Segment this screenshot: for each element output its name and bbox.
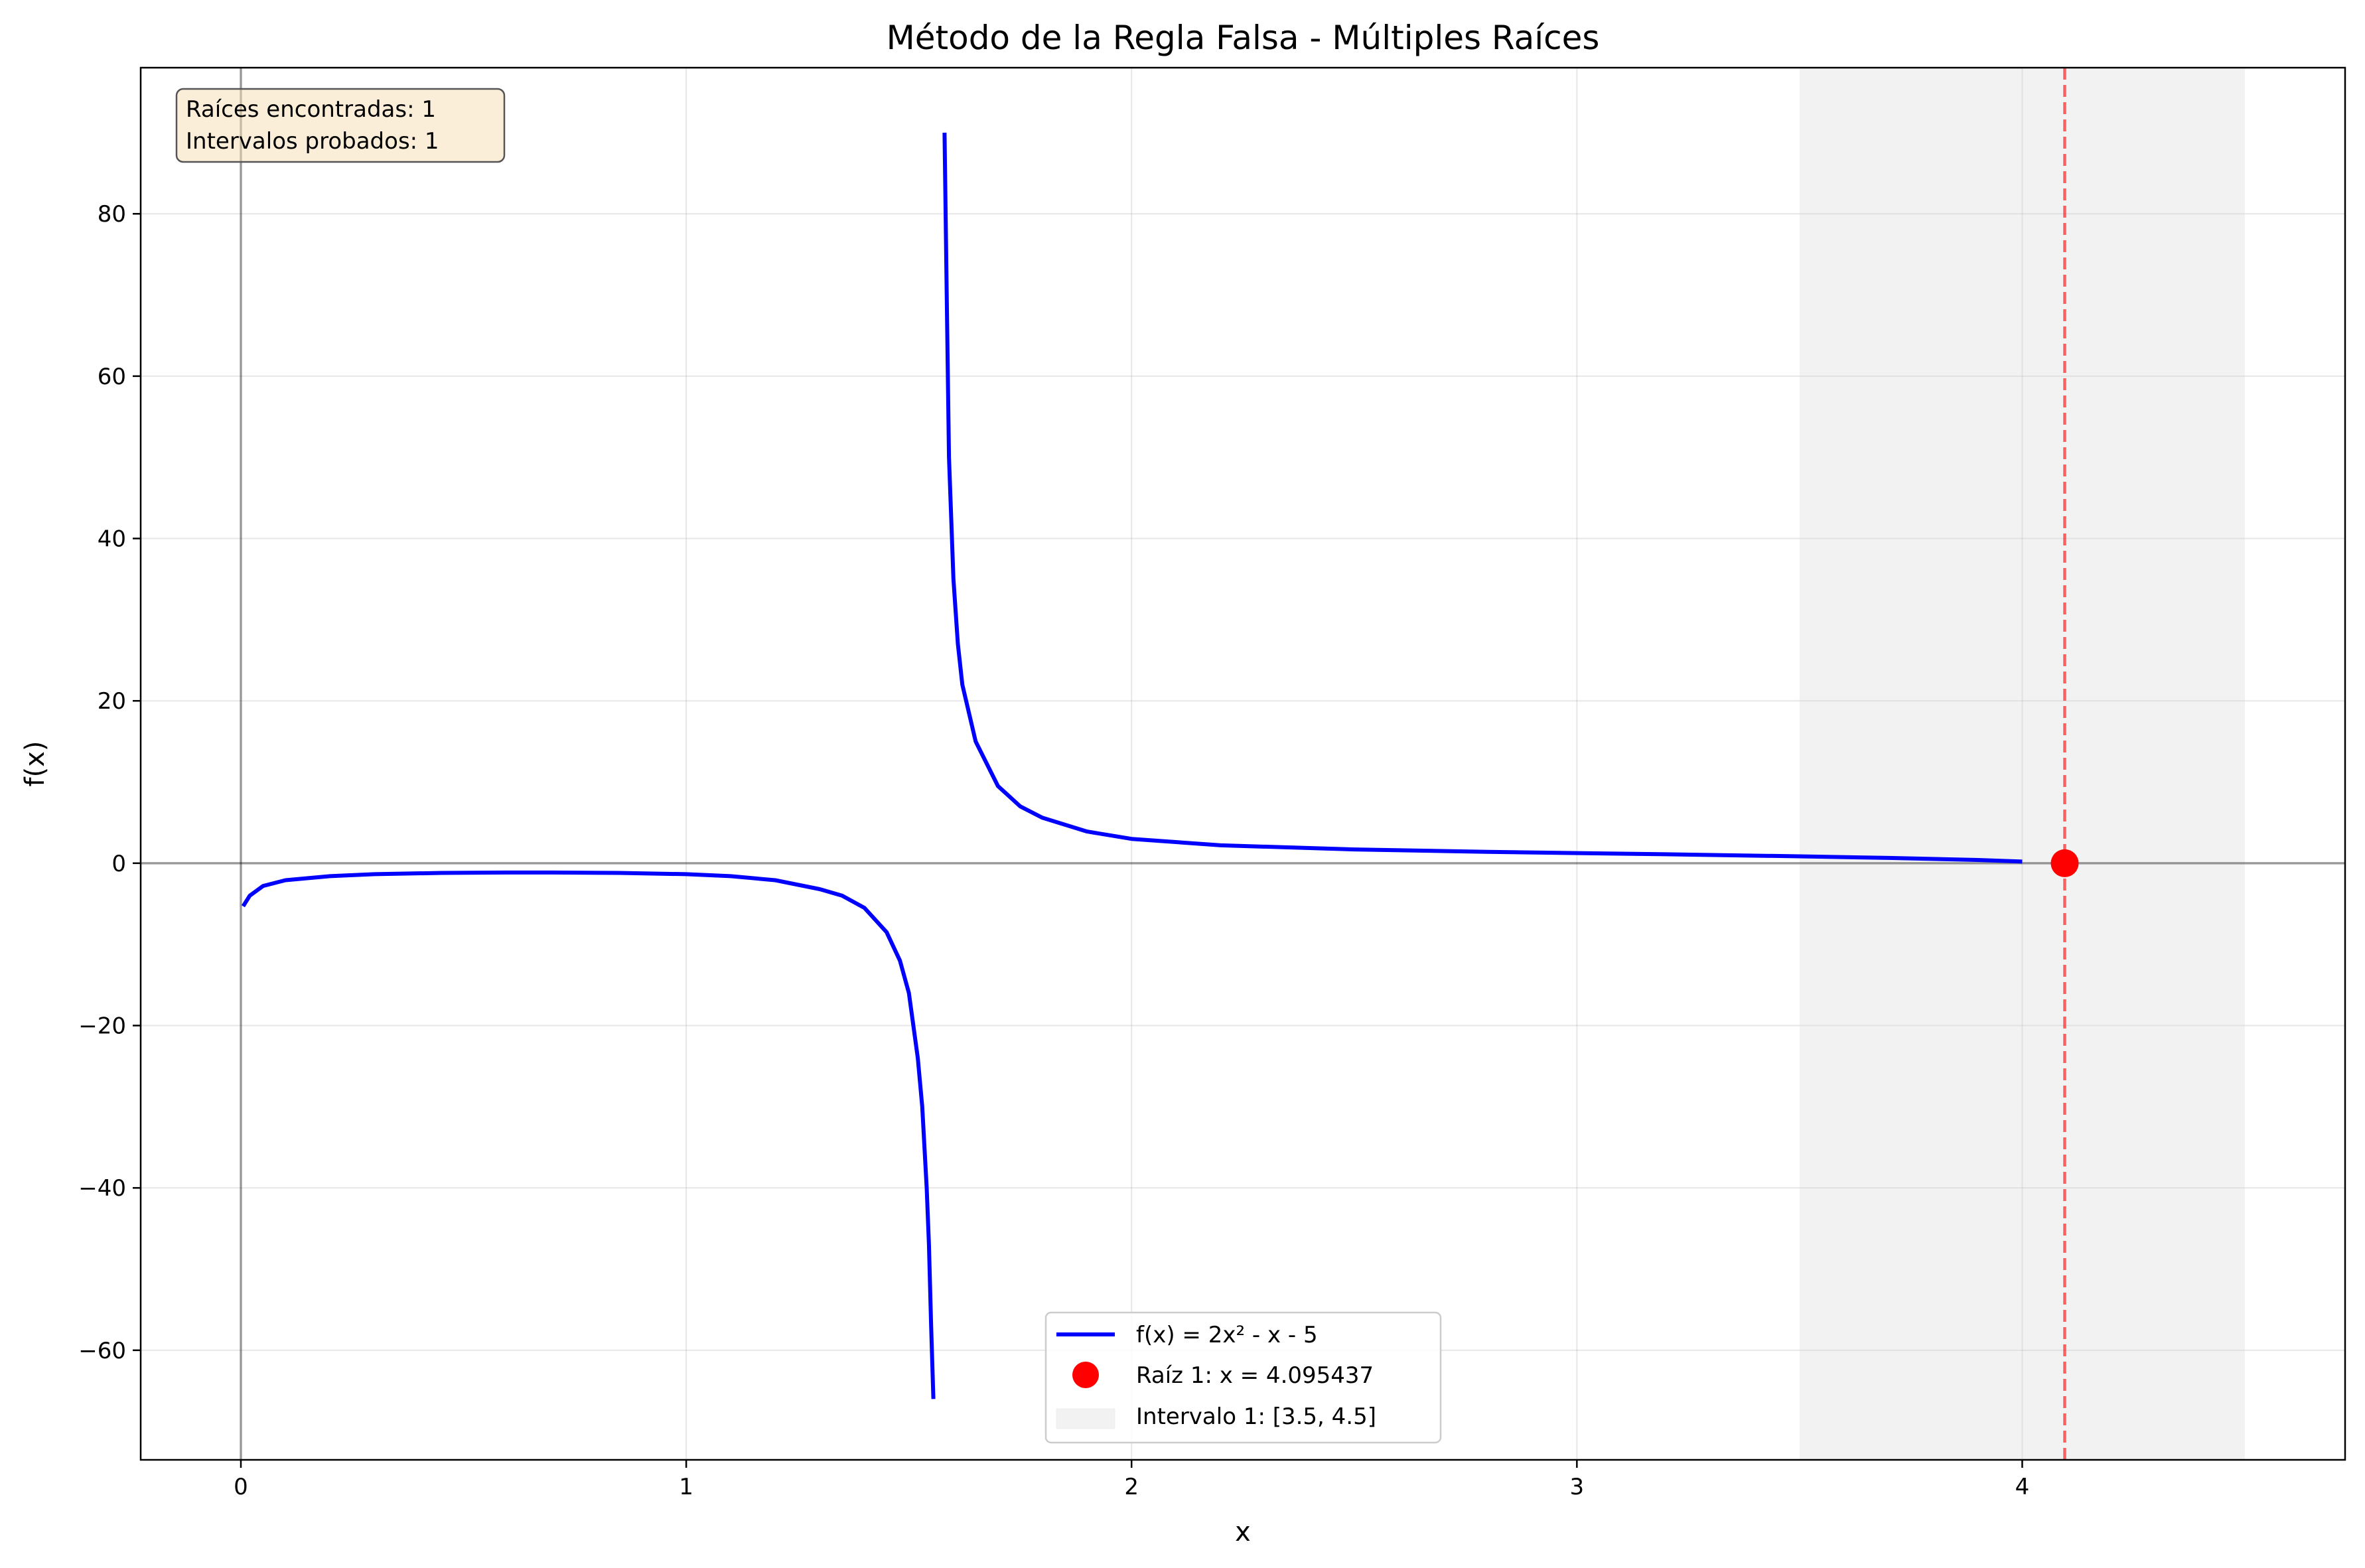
interval-layer [1799, 68, 2245, 1460]
legend-label-function: f(x) = 2x² - x - 5 [1136, 1322, 1318, 1348]
x-tick-label: 3 [1570, 1474, 1585, 1500]
y-tick-label: 80 [98, 201, 126, 228]
info-intervals-tested: Intervalos probados: 1 [186, 128, 439, 155]
info-box-background [175, 88, 506, 163]
reference-lines [141, 68, 2345, 1460]
info-box: Raíces encontradas: 1 Intervalos probado… [175, 88, 506, 163]
y-tick-label: 20 [98, 688, 126, 715]
y-tick-label: 40 [98, 526, 126, 553]
interval-shade [1799, 68, 2245, 1460]
function-curve-segment [241, 870, 936, 1399]
info-roots-found: Raíces encontradas: 1 [186, 96, 436, 123]
root-point [2050, 849, 2079, 877]
legend: f(x) = 2x² - x - 5 Raíz 1: x = 4.095437 … [1044, 1311, 1442, 1444]
legend-interval-swatch [1056, 1408, 1115, 1429]
y-tick-label: 60 [98, 364, 126, 390]
y-tick-label: 0 [111, 851, 126, 877]
x-axis-ticks: 0 1 2 3 4 [234, 1460, 2029, 1500]
function-curve-segment [942, 132, 2023, 864]
legend-label-interval: Intervalo 1: [3.5, 4.5] [1136, 1403, 1376, 1430]
legend-label-root: Raíz 1: x = 4.095437 [1136, 1362, 1374, 1389]
legend-marker-swatch [1072, 1362, 1099, 1388]
y-tick-label: −20 [78, 1013, 126, 1040]
y-tick-label: −60 [78, 1338, 126, 1364]
y-axis-ticks: −60 −40 −20 0 20 40 60 80 [78, 201, 141, 1364]
x-tick-label: 2 [1124, 1474, 1139, 1500]
x-tick-label: 1 [679, 1474, 693, 1500]
y-axis-label: f(x) [20, 741, 50, 787]
y-tick-label: −40 [78, 1175, 126, 1202]
x-tick-label: 4 [2015, 1474, 2030, 1500]
series-layer [241, 132, 2079, 1399]
plot-frame [139, 66, 2346, 1461]
x-tick-label: 0 [234, 1474, 248, 1500]
legend-box [1044, 1311, 1442, 1444]
chart-title: Método de la Regla Falsa - Múltiples Raí… [887, 19, 1600, 57]
x-axis-label: x [1235, 1517, 1251, 1547]
